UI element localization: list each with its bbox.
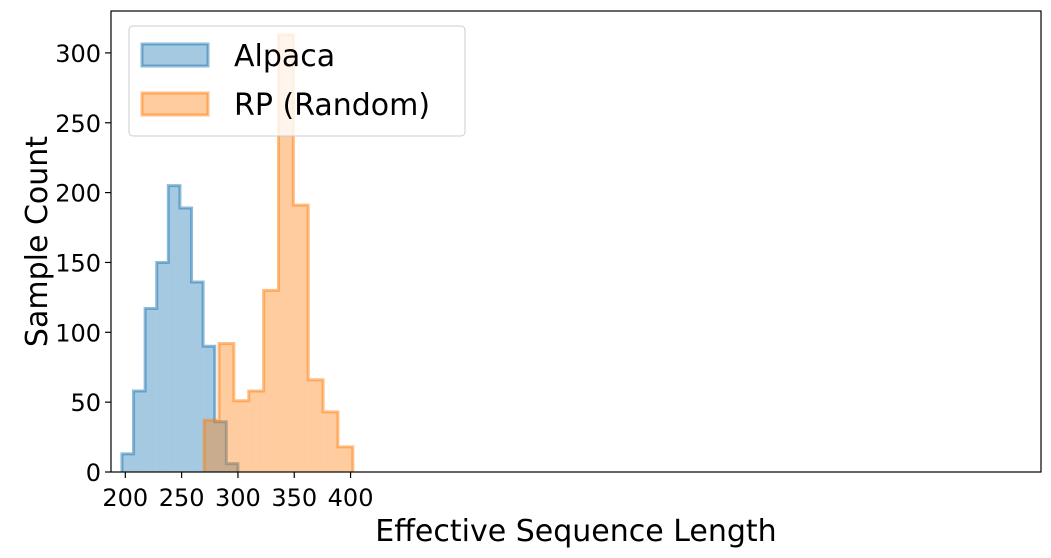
- bar-alpaca-9: [226, 463, 238, 472]
- bar-alpaca-4: [168, 185, 180, 472]
- bars-layer: [120, 33, 355, 473]
- outline-rp-random: [202, 33, 355, 472]
- bar-alpaca-1: [133, 390, 146, 472]
- x-tick-label-400: 400: [328, 484, 374, 512]
- x-tick-label-350: 350: [271, 484, 317, 512]
- bar-alpaca-2: [145, 308, 157, 472]
- legend-label-rp-random: RP (Random): [234, 88, 430, 123]
- bar-rp-random-6: [293, 205, 309, 473]
- plot-frame: [110, 10, 1042, 473]
- bar-rp-random-5: [278, 34, 294, 473]
- legend-box: [128, 25, 466, 137]
- bar-rp-random-9: [337, 446, 353, 472]
- bar-alpaca-8: [214, 421, 227, 472]
- bar-rp-random-1: [219, 343, 234, 472]
- x-tick-label-250: 250: [159, 484, 205, 512]
- bar-rp-random-8: [323, 411, 338, 472]
- y-tick-label-300: 300: [55, 40, 101, 68]
- bar-rp-random-7: [308, 379, 324, 472]
- bar-alpaca-0: [121, 453, 134, 472]
- x-tick-label-300: 300: [215, 484, 261, 512]
- x-tick-label-200: 200: [102, 484, 148, 512]
- bar-rp-random-3: [248, 390, 264, 472]
- axes-layer: 200 250 300 350 400 0 50 100 150 200 250 300: [55, 40, 373, 512]
- bar-rp-random-0: [204, 420, 220, 472]
- bar-alpaca-6: [191, 282, 204, 472]
- legend: Alpaca RP (Random): [128, 25, 466, 137]
- bar-alpaca-3: [156, 262, 169, 472]
- legend-swatch-alpaca: [140, 42, 210, 68]
- y-tick-label-0: 0: [86, 459, 101, 487]
- legend-swatch-rp-random: [140, 91, 210, 117]
- legend-label-alpaca: Alpaca: [234, 39, 335, 74]
- y-tick-label-200: 200: [55, 180, 101, 208]
- y-axis-label: Sample Count: [20, 136, 55, 347]
- y-tick-label-50: 50: [70, 389, 101, 417]
- bar-alpaca-5: [179, 207, 192, 473]
- y-tick-label-250: 250: [55, 110, 101, 138]
- y-tick-label-150: 150: [55, 249, 101, 277]
- outline-alpaca: [120, 184, 240, 472]
- bar-rp-random-2: [233, 400, 249, 472]
- bar-alpaca-7: [203, 346, 215, 472]
- bar-rp-random-4: [263, 290, 279, 472]
- y-tick-label-100: 100: [55, 319, 101, 347]
- x-axis-label: Effective Sequence Length: [375, 514, 776, 549]
